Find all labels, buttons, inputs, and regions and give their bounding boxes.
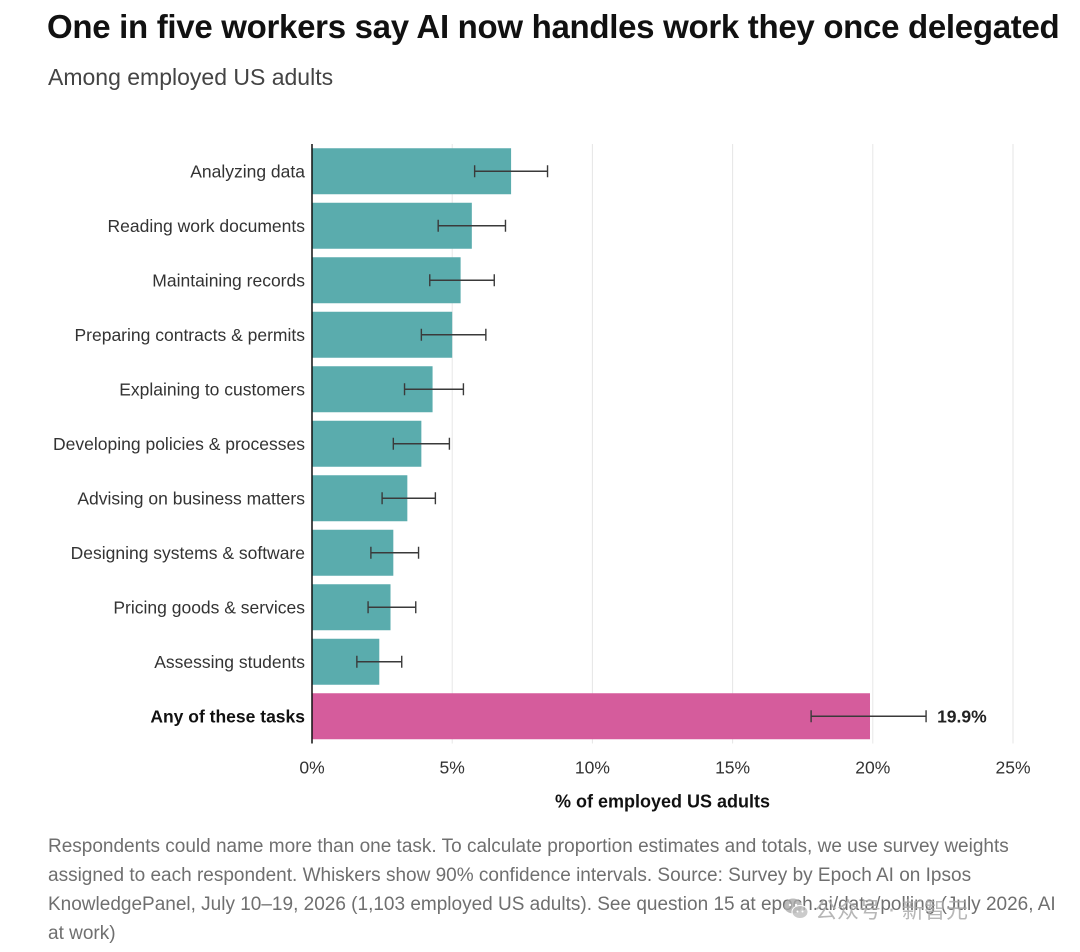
category-label: Analyzing data [190,161,305,181]
whisker [429,274,495,287]
whisker [370,546,420,559]
category-label: Assessing students [154,652,305,672]
x-axis: 0% 5% 10% 15% 20% 25% % of employed US adults [299,144,1031,812]
x-tick-label: 5% [440,758,465,778]
whisker [381,492,437,505]
whisker [810,710,927,723]
bar-chart: Analyzing data Reading work documents Main… [53,144,1031,812]
category-label: Preparing contracts & permits [74,325,305,345]
watermark-text: 公众号 · 新智元 [815,899,968,924]
whisker [392,437,451,450]
x-tick-label: 25% [995,758,1030,778]
category-label: Maintaining records [152,270,305,290]
whisker [403,383,465,396]
x-tick-label: 15% [715,758,750,778]
category-label: Reading work documents [108,216,306,236]
category-label: Explaining to customers [119,379,305,399]
category-labels: Analyzing data Reading work documents Main… [53,161,987,726]
data-label: 19.9% [937,706,987,726]
x-axis-label: % of employed US adults [555,792,770,812]
chart-subtitle: Among employed US adults [48,64,334,90]
whiskers [356,165,927,723]
category-label: Any of these tasks [150,706,305,726]
grid-lines [451,144,1014,744]
footnote: Respondents could name more than one tas… [48,836,1056,944]
whisker [437,219,507,232]
whisker [356,655,403,668]
x-tick-label: 10% [575,758,610,778]
whisker [367,601,417,614]
whisker [420,328,487,341]
category-label: Developing policies & processes [53,434,305,454]
wechat-icon [784,898,809,919]
x-tick-label: 0% [299,758,324,778]
watermark: 公众号 · 新智元 [783,893,1048,925]
bar-highlight [312,693,870,740]
category-label: Pricing goods & services [113,597,305,617]
x-tick-label: 20% [855,758,890,778]
category-label: Designing systems & software [71,543,305,563]
chart-title: One in five workers say AI now handles w… [47,8,1060,45]
category-label: Advising on business matters [77,488,305,508]
whisker [473,165,549,178]
